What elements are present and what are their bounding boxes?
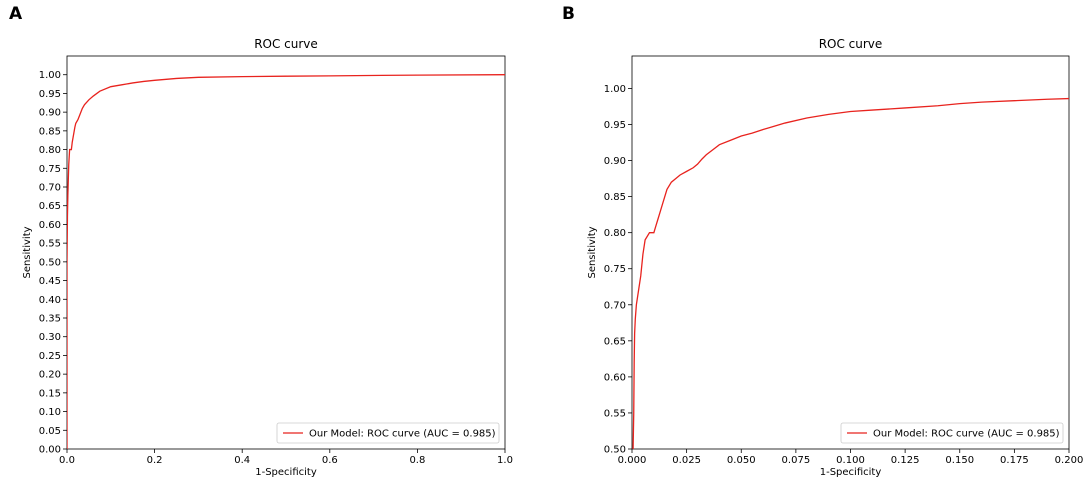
chartb-title: ROC curve <box>819 37 883 51</box>
charta-y-tick-label: 0.30 <box>39 332 61 343</box>
charta-y-tick-label: 0.25 <box>39 351 61 362</box>
chartb-y-tick-label: 0.85 <box>604 192 626 203</box>
charta-y-axis-title: Sensitivity <box>22 226 33 278</box>
chartb-y-tick-label: 0.95 <box>604 120 626 131</box>
chartb-y-tick-label: 0.50 <box>604 445 626 456</box>
charta-series-line <box>67 74 505 449</box>
chartb-x-tick-label: 0.000 <box>618 455 647 466</box>
charta-title: ROC curve <box>254 37 318 51</box>
charta-y-tick-label: 0.45 <box>39 276 61 287</box>
charta-x-axis-title: 1-Specificity <box>255 467 317 478</box>
chartb-x-tick-label: 0.175 <box>1000 455 1029 466</box>
charta-y-tick-label: 0.05 <box>39 426 61 437</box>
chartb-x-tick-label: 0.025 <box>672 455 701 466</box>
charta-x-tick-label: 0.0 <box>59 455 75 466</box>
charta-y-tick-label: 0.70 <box>39 183 61 194</box>
charta-y-tick-label: 0.75 <box>39 164 61 175</box>
chartb-x-axis-title: 1-Specificity <box>820 467 882 478</box>
charta-x-tick-label: 0.4 <box>234 455 250 466</box>
charta-y-tick-label: 0.00 <box>39 445 61 456</box>
charta-y-tick-label: 0.20 <box>39 370 61 381</box>
charta-y-tick-label: 0.60 <box>39 220 61 231</box>
charta-x-tick-label: 0.2 <box>147 455 163 466</box>
charta-x-tick-label: 1.0 <box>497 455 513 466</box>
charta-y-tick-label: 0.40 <box>39 295 61 306</box>
charta-y-tick-label: 0.85 <box>39 126 61 137</box>
chartb-y-tick-label: 0.80 <box>604 228 626 239</box>
chartb-y-axis-title: Sensitivity <box>587 226 598 278</box>
charta-y-tick-label: 0.80 <box>39 145 61 156</box>
chartb-legend-label: Our Model: ROC curve (AUC = 0.985) <box>873 429 1060 440</box>
charta-y-tick-label: 1.00 <box>39 70 61 81</box>
chartb-y-tick-label: 0.90 <box>604 156 626 167</box>
chartb-x-tick-label: 0.050 <box>727 455 756 466</box>
chartb-y-tick-label: 0.75 <box>604 264 626 275</box>
charta-y-tick-label: 0.95 <box>39 89 61 100</box>
charta-y-tick-label: 0.35 <box>39 314 61 325</box>
chartb-plot-frame <box>631 55 1070 450</box>
chartb-y-tick-label: 0.60 <box>604 372 626 383</box>
chartb-y-tick-label: 0.70 <box>604 300 626 311</box>
chartb-x-tick-label: 0.125 <box>891 455 920 466</box>
charta-y-tick-label: 0.10 <box>39 407 61 418</box>
chartb-y-tick-label: 0.55 <box>604 408 626 419</box>
panel-b-letter: B <box>562 4 575 24</box>
charta-y-tick-label: 0.65 <box>39 201 61 212</box>
chartb-series-line <box>632 97 1069 449</box>
charta-legend-box <box>276 422 500 444</box>
charta-plot-frame <box>66 55 506 450</box>
chartb-x-tick-label: 0.100 <box>836 455 865 466</box>
panel-a-letter: A <box>9 4 23 24</box>
charta-x-tick-label: 0.8 <box>409 455 425 466</box>
charta-y-tick-label: 0.50 <box>39 257 61 268</box>
charta-y-tick-label: 0.90 <box>39 108 61 119</box>
chartb-legend-box <box>840 422 1064 444</box>
chartb-x-tick-label: 0.150 <box>945 455 974 466</box>
charta-y-tick-label: 0.15 <box>39 388 61 399</box>
charta-legend-label: Our Model: ROC curve (AUC = 0.985) <box>309 429 496 440</box>
chartb-y-tick-label: 1.00 <box>604 84 626 95</box>
charta-x-tick-label: 0.6 <box>322 455 338 466</box>
charta-y-tick-label: 0.55 <box>39 239 61 250</box>
chartb-y-tick-label: 0.65 <box>604 336 626 347</box>
chartb-x-tick-label: 0.075 <box>782 455 811 466</box>
chartb-x-tick-label: 0.200 <box>1055 455 1084 466</box>
